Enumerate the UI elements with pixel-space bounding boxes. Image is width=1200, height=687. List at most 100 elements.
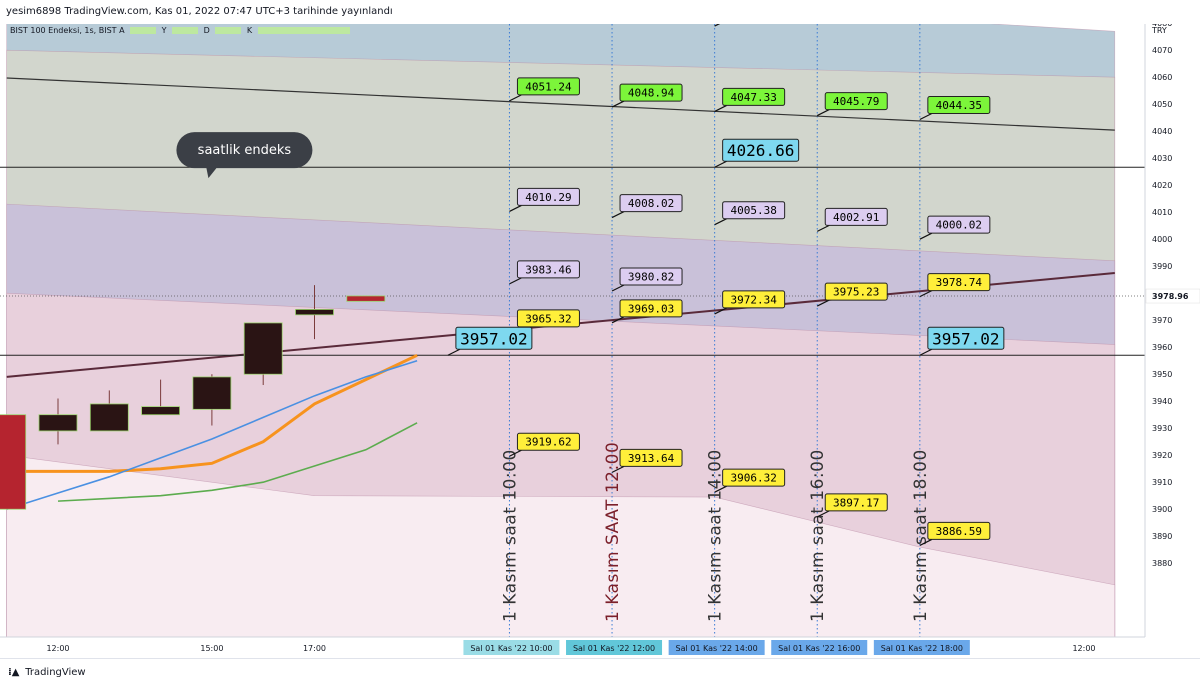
y-tick-2: 4060 [1152,73,1172,82]
price-label-box-13 [619,267,683,286]
time-badge-3 [771,640,868,655]
time-annotation-1: 1 Kasım saat 10:00 [500,449,520,622]
time-badge-1 [566,640,663,655]
price-label-23: 3906.32 [730,472,776,485]
candles [0,285,386,510]
time-annotation-2: 1 Kasım SAAT 12:00 [603,442,623,622]
time-annotation-5: 1 Kasım saat 18:00 [911,449,931,622]
y-tick-15: 3920 [1152,451,1172,460]
time-badge-label-2: Sal 01 Kas '22 14:00 [676,644,758,653]
price-label-pointer-24 [816,510,830,518]
price-label-pointer-3 [714,104,727,112]
time-badge-2 [668,640,765,655]
price-label-pointer-10 [816,224,830,232]
price-label-box-21 [516,432,580,451]
y-tick-3: 4050 [1152,100,1172,109]
price-label-pointer-23 [714,485,727,493]
publish-header: yesim6898 TradingView.com, Kas 01, 2022 … [0,0,1200,24]
price-label-7: 4010.29 [525,191,571,204]
price-label-20: 3957.02 [932,329,999,348]
price-label-22: 3913.64 [628,452,675,465]
price-label-box-10 [824,207,888,226]
last-price-badge [1145,288,1200,304]
price-label-pointer-16 [919,290,933,298]
price-label-pointer-2 [611,100,625,108]
tradingview-brand: TradingView [25,667,86,678]
price-label-12: 3983.46 [525,263,571,276]
ohlc-close-letter: K [246,26,253,35]
moving-average-1 [6,359,418,510]
price-label-box-1 [516,77,580,96]
price-label-1: 4051.24 [525,80,572,93]
price-label-box-3 [722,87,786,106]
price-label-5: 4044.35 [936,99,982,112]
y-axis: TRY4080407040604050404040304020401040003… [1144,19,1200,657]
price-label-box-8 [619,194,683,213]
moving-averages [6,353,418,510]
price-label-box-22 [619,448,683,467]
callout-bubble [176,132,313,179]
price-label-box-20 [927,326,1005,350]
y-tick-12: 3950 [1152,370,1172,379]
symbol-legend: BIST 100 Endeksi, 1s, BIST A Y D K [10,26,353,35]
candle-body-0 [0,414,27,510]
y-tick-13: 3940 [1152,397,1172,406]
moving-average-0 [6,353,418,473]
y-tick-4: 4040 [1152,127,1172,136]
price-label-pointer-12 [509,277,522,285]
price-label-6: 4026.66 [727,141,794,160]
price-label-box-5 [927,95,991,114]
price-label-box-24 [824,493,888,512]
candle-body-4 [192,376,232,410]
price-label-11: 4000.02 [936,219,982,232]
price-label-box-11 [927,215,991,234]
ohlc-low-value [215,27,242,34]
annotations: saatlik endeks 1 Kasım saat 10:00 1 Kasım … [176,132,931,622]
y-tick-16: 3910 [1152,478,1172,487]
price-label-box-4 [824,92,888,111]
price-label-pointer-9 [714,218,727,226]
x-axis: 12:00 15:00 17:00 12:00 Sal 01 Kas '22 10:00… [0,636,1145,658]
candle-body-7 [346,295,386,302]
price-label-pointer-6 [714,160,727,168]
price-label-pointer-14 [714,307,727,315]
price-label-14: 3972.34 [730,293,777,306]
price-label-box-9 [722,201,786,220]
x-tick-1: 15:00 [200,644,223,653]
ohlc-low-letter: D [203,26,210,35]
price-label-19: 3957.02 [460,329,527,348]
price-label-pointer-20 [919,348,933,356]
price-label-3: 4047.33 [730,91,776,104]
time-badge-label-3: Sal 01 Kas '22 16:00 [778,644,860,653]
candle-body-5 [243,322,283,375]
y-tick-1: 4070 [1152,46,1172,55]
price-label-18: 3969.03 [628,302,674,315]
price-label-4: 4045.79 [833,95,879,108]
time-badge-0 [463,640,560,655]
price-label-pointer-22 [611,465,625,473]
price-label-pointer-18 [611,316,625,324]
candle-body-2 [89,403,129,432]
price-label-16: 3978.74 [936,276,983,289]
price-label-box-17 [516,309,580,328]
price-label-21: 3919.62 [525,436,571,449]
last-price-label: 3978.96 [1152,292,1189,301]
moving-average-2 [57,422,418,502]
x-tick-2: 17:00 [303,644,326,653]
price-label-pointer-1 [509,94,522,102]
price-label-box-12 [516,260,580,279]
y-tick-11: 3960 [1152,343,1172,352]
price-label-box-23 [722,468,786,487]
price-label-10: 4002.91 [833,211,879,224]
price-label-pointer-7 [509,204,522,212]
tradingview-logo-icon: ⁞▲ [8,667,20,678]
y-tick-18: 3890 [1152,532,1172,541]
ohlc-high-letter: Y [161,26,167,35]
price-label-15: 3975.23 [833,286,879,299]
price-label-box-25 [927,521,991,540]
y-tick-9: 3990 [1152,262,1172,271]
price-label-pointer-11 [919,232,933,240]
y-tick-8: 4000 [1152,235,1172,244]
y-tick-14: 3930 [1152,424,1172,433]
